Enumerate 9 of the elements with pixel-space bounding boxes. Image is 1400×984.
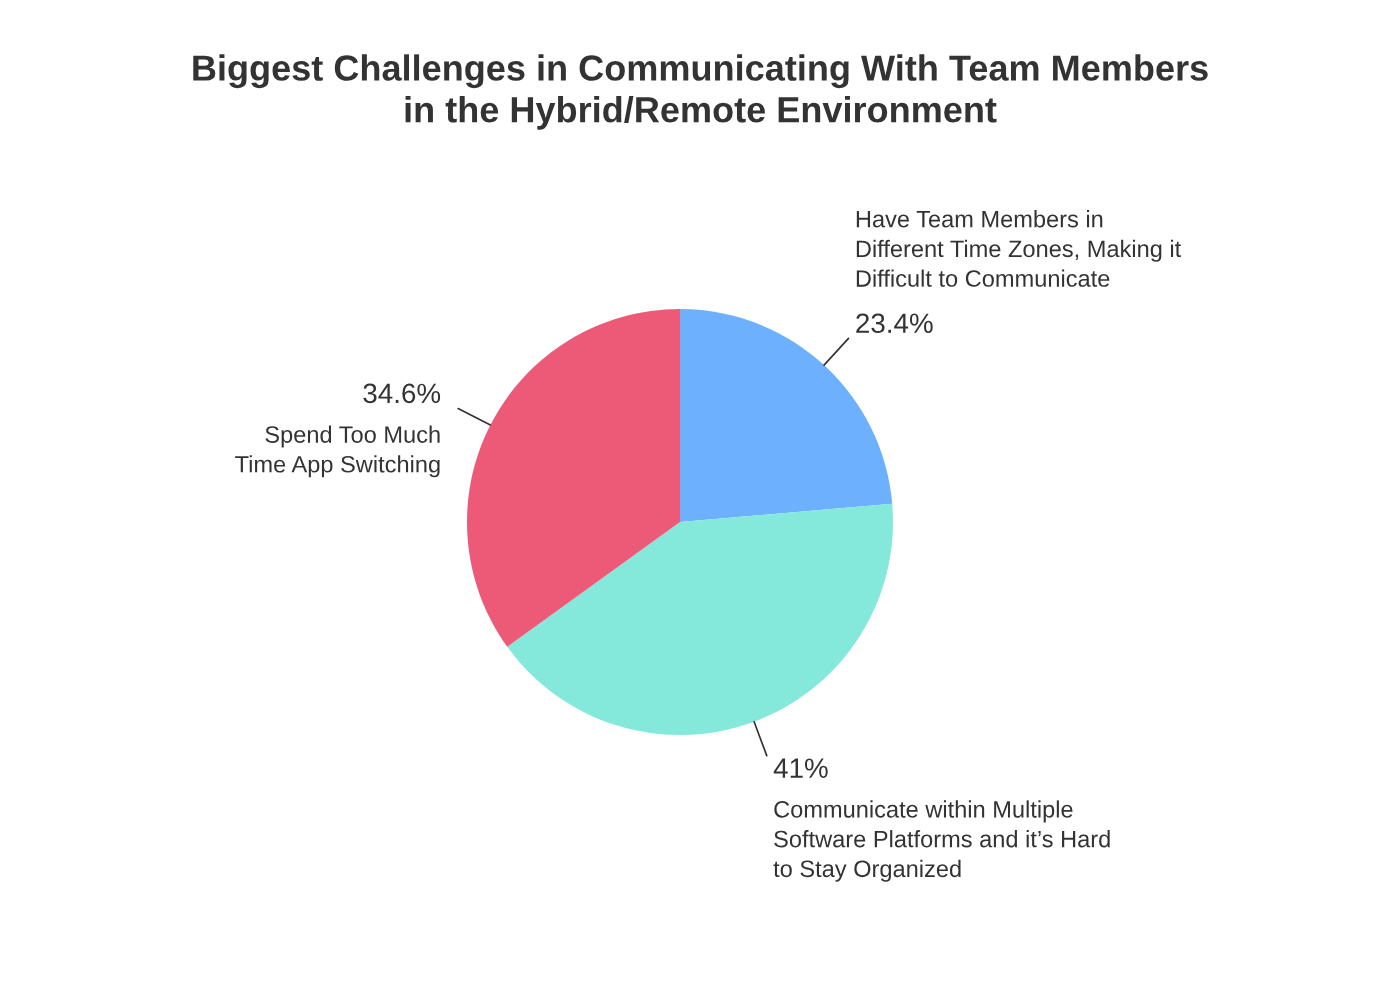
slice-label: Spend Too Much Time App Switching: [235, 425, 440, 478]
slice-label: Have Team Members in Different Time Zones, Making it Difficult to Communicate: [856, 210, 1182, 287]
data-label: 23.4%: [856, 313, 933, 334]
data-label: 34.6%: [363, 383, 441, 404]
data-label: 41%: [773, 758, 828, 778]
pie-slice: [467, 309, 680, 647]
chart-title: Biggest Challenges in Communicating With Team Members in the Hybrid/Remote Environment: [193, 54, 1208, 130]
pie-slice: [507, 503, 893, 735]
slice-label: Communicate within Multiple Software Platforms and it’s Hard to Stay Organized: [773, 800, 1110, 882]
